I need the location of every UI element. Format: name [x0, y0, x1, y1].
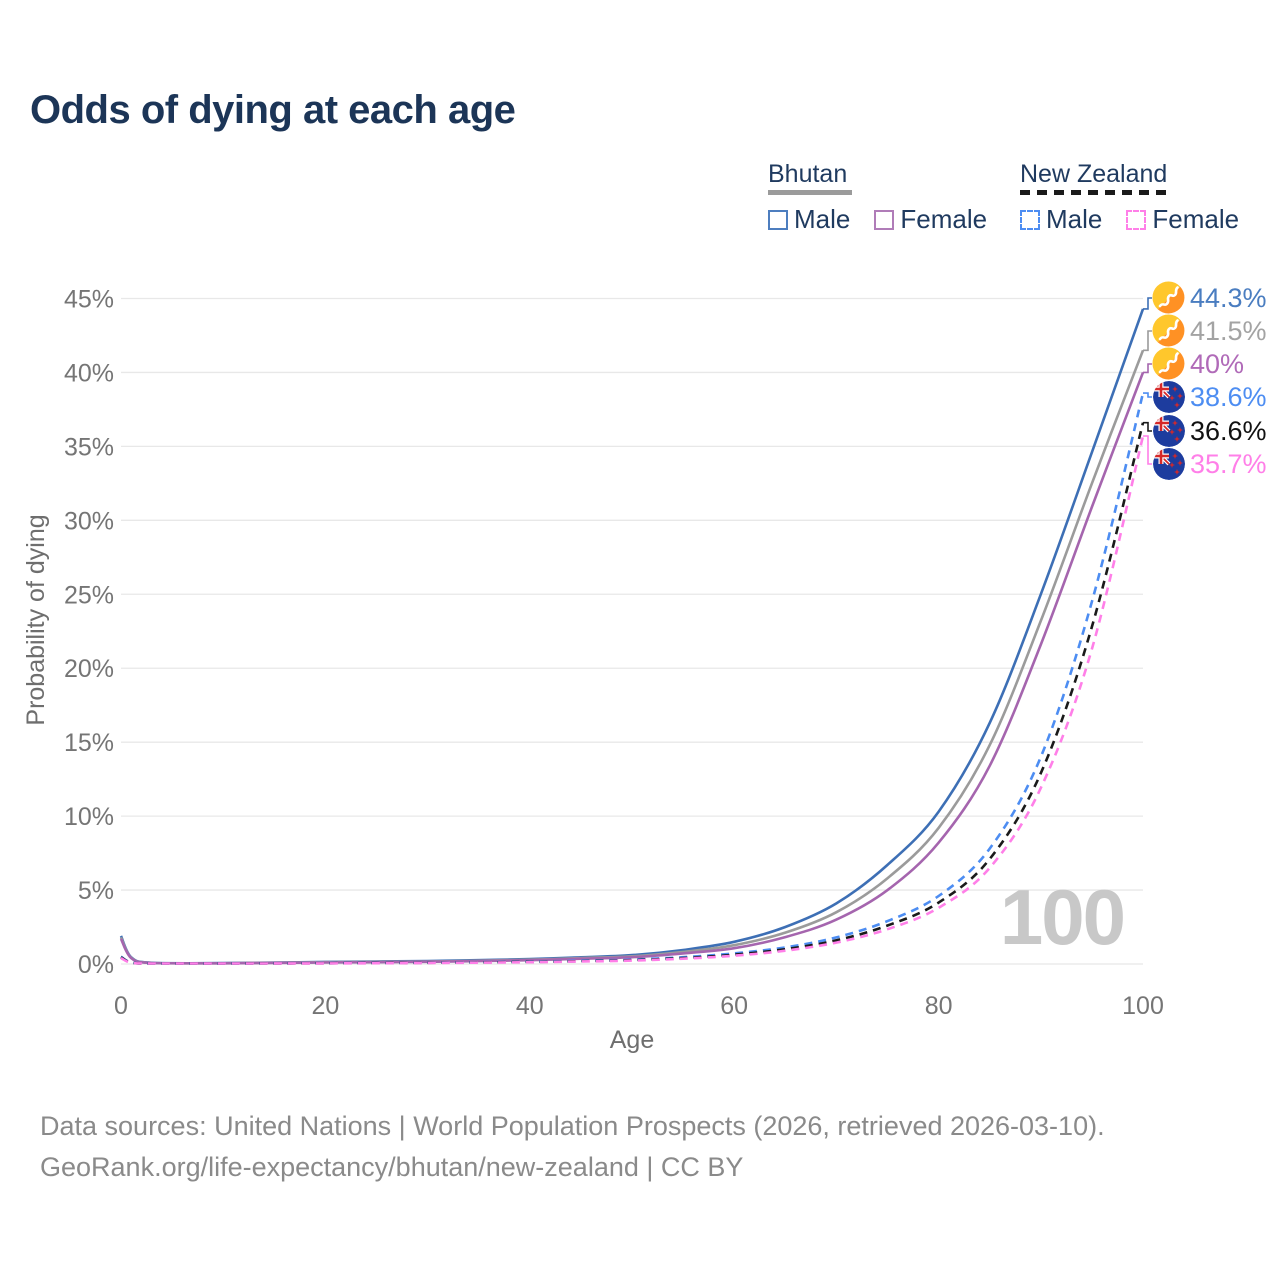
series-line-new-zealand-male [120, 392, 1145, 965]
series-line-bhutan-male [119, 308, 1145, 965]
y-tick-label: 10% [64, 803, 114, 831]
label-connector [1143, 421, 1152, 432]
legend-item-new-zealand-male[interactable]: Male [1020, 204, 1102, 235]
legend-group-new-zealand: New Zealand Male Female [1020, 160, 1263, 235]
legend-header-new-zealand: New Zealand [1020, 160, 1168, 188]
legend-swatch-female [1126, 209, 1147, 230]
page-title: Odds of dying at each age [30, 88, 516, 132]
y-axis-title: Probability of dying [22, 514, 50, 725]
y-tick-label: 40% [64, 359, 114, 387]
legend-item-label: Male [1046, 204, 1103, 234]
legend-items-new-zealand: Male Female [1020, 204, 1263, 235]
bhutan-flag-icon [1152, 347, 1185, 380]
new-zealand-flag-icon [1153, 381, 1185, 413]
legend-swatch-male [768, 209, 788, 230]
legend-items-bhutan: Male Female [768, 204, 1011, 235]
end-value-label: 40% [1190, 349, 1244, 379]
legend-item-label: Female [1152, 204, 1240, 234]
legend-underline-dashed [1020, 190, 1170, 195]
series-line-new-zealand-female [120, 435, 1145, 965]
y-tick-label: 45% [64, 286, 114, 314]
bhutan-flag-icon [1152, 281, 1185, 314]
new-zealand-flag-icon [1153, 415, 1185, 447]
label-connector [1143, 330, 1152, 352]
legend-item-label: Female [900, 204, 988, 234]
end-value-label: 41.5% [1190, 316, 1267, 346]
legend-item-bhutan-male[interactable]: Male [768, 204, 850, 235]
legend-underline-solid [768, 190, 852, 195]
y-tick-label: 35% [64, 433, 114, 461]
x-tick-label: 0 [114, 992, 128, 1020]
x-axis-title: Age [610, 1026, 654, 1054]
x-tick-label: 60 [720, 992, 748, 1020]
legend-swatch-female [874, 209, 895, 230]
end-value-label: 44.3% [1190, 283, 1267, 313]
label-connector [1143, 363, 1152, 374]
x-tick-label: 100 [1122, 992, 1164, 1020]
footer-data-sources: Data sources: United Nations | World Pop… [40, 1111, 1105, 1141]
y-tick-label: 5% [78, 877, 114, 905]
x-tick-label: 20 [311, 992, 339, 1020]
bhutan-flag-icon [1152, 314, 1185, 347]
legend-item-new-zealand-female[interactable]: Female [1126, 204, 1239, 235]
footer-attribution: GeoRank.org/life-expectancy/bhutan/new-z… [40, 1152, 744, 1182]
label-connector [1143, 297, 1152, 310]
series-line-bhutan-both-sexes [119, 349, 1145, 965]
legend-item-label: Male [794, 204, 851, 234]
y-tick-label: 15% [64, 729, 114, 757]
legend-swatch-male [1020, 209, 1040, 230]
legend-header-bhutan: Bhutan [768, 160, 848, 188]
x-tick-label: 80 [925, 992, 953, 1020]
series-line-bhutan-female [119, 371, 1145, 965]
end-value-label: 36.6% [1190, 416, 1267, 446]
y-tick-label: 30% [64, 507, 114, 535]
new-zealand-flag-icon [1153, 448, 1185, 480]
label-connector [1143, 392, 1152, 398]
series-line-new-zealand-both-sexes [120, 422, 1145, 965]
label-connector [1143, 435, 1152, 465]
y-tick-label: 25% [64, 581, 114, 609]
watermark-100: 100 [1000, 873, 1124, 961]
end-value-label: 35.7% [1190, 449, 1267, 479]
y-tick-label: 0% [78, 951, 114, 979]
legend-item-bhutan-female[interactable]: Female [874, 204, 987, 235]
end-value-label: 38.6% [1190, 382, 1267, 412]
x-tick-label: 40 [516, 992, 544, 1020]
footer: Data sources: United Nations | World Pop… [40, 1106, 1190, 1188]
legend-group-bhutan: Bhutan Male Female [768, 160, 1011, 235]
y-tick-label: 20% [64, 655, 114, 683]
